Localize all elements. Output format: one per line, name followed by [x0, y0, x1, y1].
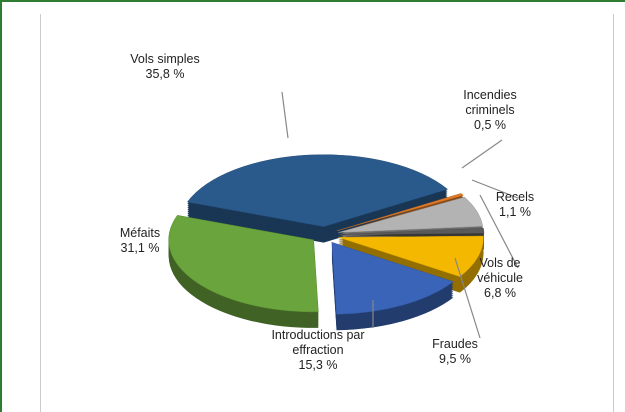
leader-line: [454, 257, 481, 339]
category-label: Vols simples: [130, 52, 200, 66]
value-label: 9,5 %: [439, 352, 471, 366]
slice-label: Recels 1,1 %: [485, 190, 545, 220]
slice: [337, 193, 464, 231]
slice: [331, 241, 454, 315]
category-label: Vols de véhicule: [477, 256, 523, 285]
value-label: 15,3 %: [298, 358, 338, 372]
slice: [338, 196, 484, 233]
value-label: 6,8 %: [484, 286, 516, 300]
leader-line: [479, 194, 519, 269]
category-label: Incendies criminels: [463, 88, 517, 117]
leader-line: [471, 179, 519, 199]
leader-line: [281, 91, 289, 139]
slice-label: Vols de véhicule 6,8 %: [460, 256, 540, 301]
leader-line: [461, 139, 503, 169]
slice: [186, 154, 449, 227]
category-label: Méfaits: [119, 226, 161, 240]
value-label: 1,1 %: [499, 205, 531, 219]
category-label: Fraudes: [432, 337, 478, 351]
slice-side: [337, 195, 464, 233]
slice-label: Vols simples 35,8 %: [110, 52, 220, 82]
value-label: 0,5 %: [474, 118, 506, 132]
category-label: Introductions par effraction: [271, 328, 365, 357]
chart-area: [40, 14, 614, 412]
slice-label: Fraudes 9,5 %: [420, 337, 490, 367]
slice-label: Introductions par effraction 15,3 %: [263, 328, 373, 373]
slice: [338, 228, 485, 235]
value-label: 35,8 %: [145, 67, 185, 81]
slice: [168, 215, 319, 313]
slice-label: Méfaits 31,1 %: [105, 226, 175, 256]
value-label: 31,1 %: [120, 241, 160, 255]
category-label: Recels: [495, 190, 535, 204]
slice-label: Incendies criminels 0,5 %: [440, 88, 540, 133]
